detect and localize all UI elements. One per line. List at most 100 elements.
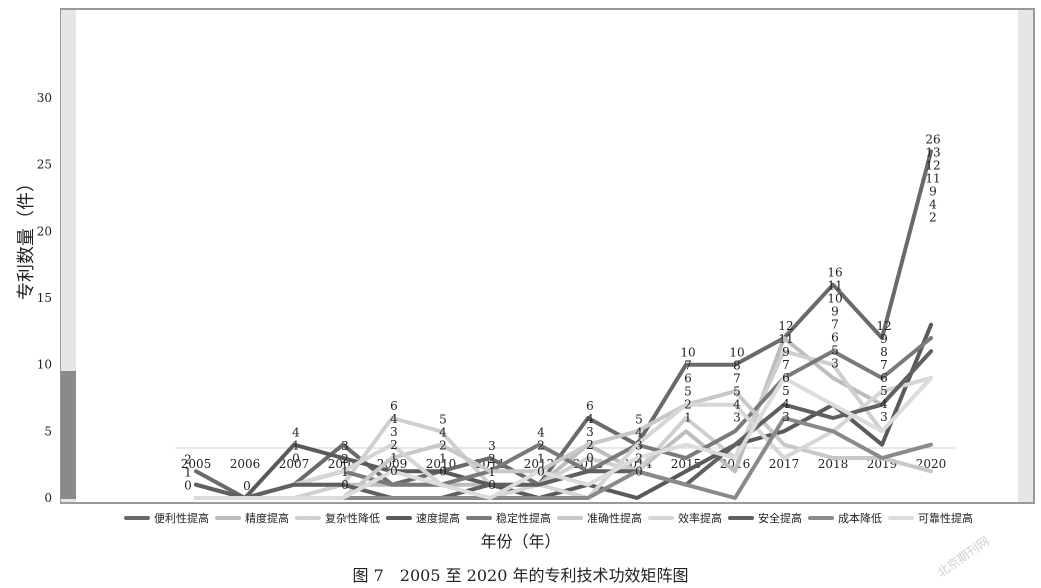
data-label: 7: [733, 372, 741, 386]
data-label: 3: [488, 439, 496, 453]
data-label: 9: [880, 332, 888, 346]
data-label: 26: [925, 132, 940, 146]
legend-swatch: [124, 516, 150, 520]
y-tick-label: 20: [37, 224, 52, 238]
series-line: [194, 376, 933, 500]
data-label: 1: [684, 411, 692, 425]
x-tick-label: 2006: [230, 457, 261, 471]
data-label: 9: [831, 305, 839, 319]
data-label: 1: [439, 451, 447, 465]
data-label: 5: [831, 344, 839, 358]
data-label: 6: [586, 399, 594, 413]
legend-item: 速度提高: [386, 510, 460, 526]
x-axis-title: 年份（年）: [480, 532, 561, 551]
legend-item: 准确性提高: [557, 510, 642, 526]
x-tick-label: 2005: [181, 457, 212, 471]
data-label: 0: [488, 478, 496, 492]
data-label: 8: [733, 359, 741, 373]
data-label: 2: [537, 439, 545, 453]
data-label: 0: [390, 464, 398, 478]
data-label: 0: [439, 464, 447, 478]
data-label: 7: [831, 318, 839, 332]
legend-swatch: [648, 516, 674, 520]
legend-swatch: [386, 516, 412, 520]
left-scroll-thumb[interactable]: [61, 371, 76, 499]
data-label: 2: [684, 398, 692, 412]
legend-item: 稳定性提高: [466, 510, 551, 526]
data-label: 10: [729, 346, 744, 360]
data-label: 16: [827, 266, 842, 280]
data-label: 1: [537, 452, 545, 466]
x-tick-label: 2018: [818, 457, 849, 471]
data-label: 11: [925, 171, 940, 185]
legend-label: 便利性提高: [154, 512, 209, 525]
legend-label: 精度提高: [245, 512, 289, 525]
data-label: 11: [778, 332, 793, 346]
legend-swatch: [466, 516, 492, 520]
legend-label: 成本降低: [838, 512, 882, 525]
data-labels: 210 0410321064321054210321042106432054320…: [184, 132, 940, 493]
data-label: 4: [929, 197, 937, 211]
data-label: 5: [439, 412, 447, 426]
data-label: 2: [390, 438, 398, 452]
legend-swatch: [215, 516, 241, 520]
data-label: 2: [341, 452, 349, 466]
y-tick-label: 30: [37, 91, 52, 105]
data-label: 0: [537, 465, 545, 479]
data-label: 9: [782, 345, 790, 359]
data-label: 0: [292, 452, 300, 466]
data-label: 3: [341, 439, 349, 453]
data-label: 5: [782, 384, 790, 398]
data-label: 7: [782, 358, 790, 372]
data-label: 13: [925, 145, 940, 159]
data-label: 3: [782, 410, 790, 424]
y-tick-label: 0: [44, 491, 52, 505]
legend-item: 精度提高: [215, 510, 289, 526]
y-axis-title: 专利数量（件）: [16, 174, 37, 300]
legend-swatch: [808, 516, 834, 520]
data-label: 6: [880, 371, 888, 385]
data-label: 1: [390, 451, 398, 465]
data-label: 12: [778, 319, 793, 333]
data-label: 2: [439, 438, 447, 452]
data-label: 4: [586, 412, 594, 426]
data-label: 7: [684, 359, 692, 373]
data-label: 2: [635, 451, 643, 465]
data-label: 12: [876, 319, 891, 333]
legend-swatch: [557, 516, 583, 520]
series-line: [194, 376, 933, 500]
data-label: 1: [184, 465, 192, 479]
x-tick-label: 2017: [769, 457, 800, 471]
legend-label: 可靠性提高: [918, 512, 973, 525]
legend: 便利性提高 精度提高 复杂性降低 速度提高 稳定性提高 准确性提高 效率提高 安全提高 成本降低…: [124, 510, 1024, 526]
data-label: 12: [925, 158, 940, 172]
data-label: 0: [586, 451, 594, 465]
data-label: 0: [341, 478, 349, 492]
data-label: 3: [880, 410, 888, 424]
y-tick-label: 10: [37, 358, 52, 372]
data-label: 10: [680, 346, 695, 360]
legend-label: 准确性提高: [587, 512, 642, 525]
data-label: 0: [184, 478, 192, 492]
figure-caption: 图 7 2005 至 2020 年的专利技术功效矩阵图: [352, 566, 689, 585]
right-scroll-strip: [1018, 10, 1033, 502]
legend-item: 便利性提高: [124, 510, 209, 526]
legend-item: 效率提高: [648, 510, 722, 526]
data-label: 6: [390, 399, 398, 413]
legend-swatch: [295, 516, 321, 520]
series-line: [194, 149, 933, 500]
data-label: 1: [341, 465, 349, 479]
legend-item: 可靠性提高: [888, 510, 973, 526]
legend-label: 稳定性提高: [496, 512, 551, 525]
data-label: 5: [880, 384, 888, 398]
data-label: 4: [390, 412, 398, 426]
data-label: 11: [827, 279, 842, 293]
data-label: 4: [537, 426, 545, 440]
data-label: 3: [733, 411, 741, 425]
data-label: 6: [831, 331, 839, 345]
x-tick-label: 2007: [279, 457, 310, 471]
data-label: 6: [782, 371, 790, 385]
legend-swatch: [728, 516, 754, 520]
data-label: 10: [827, 292, 842, 306]
